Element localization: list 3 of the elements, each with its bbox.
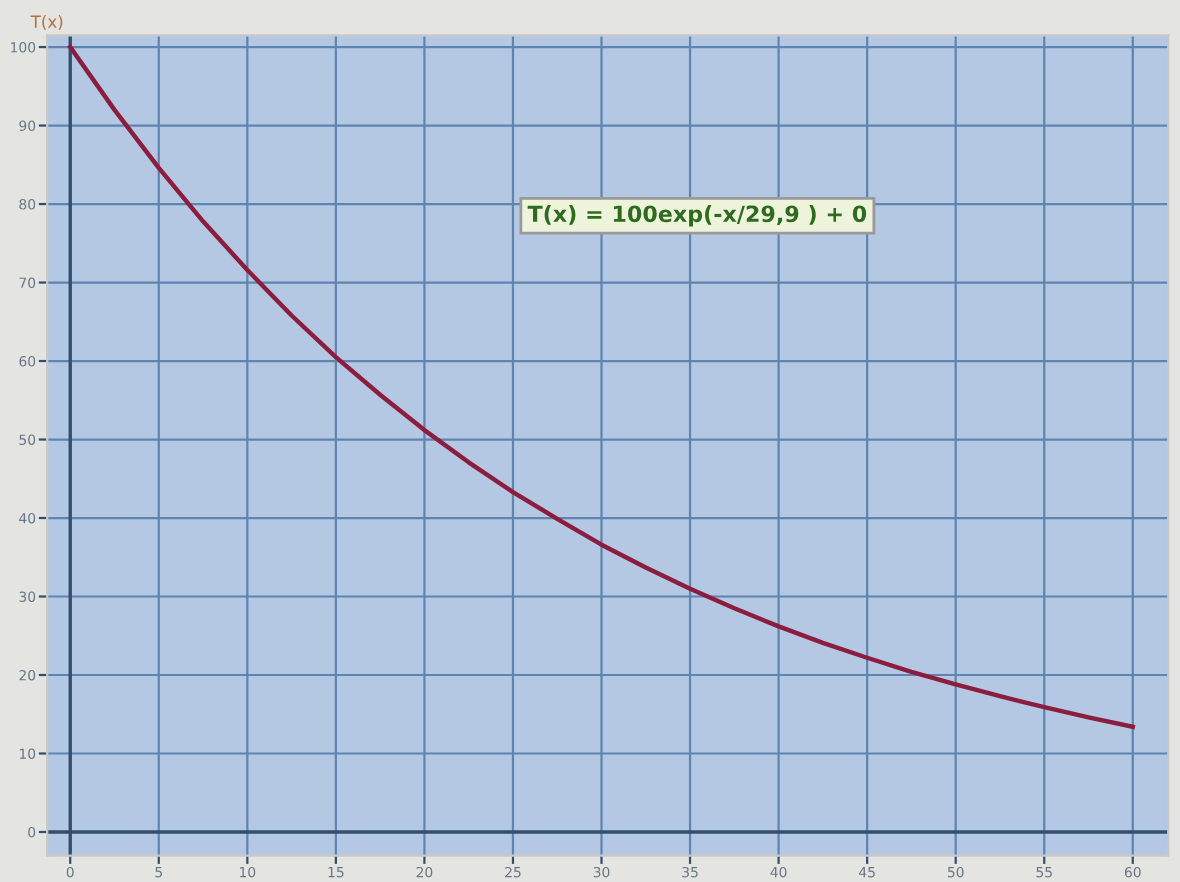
- line-series: [68, 44, 1135, 730]
- annotation: T(x) = 100exp(-x/29,9 ) + 0: [527, 205, 867, 227]
- y-axis-title: T(x): [30, 15, 63, 30]
